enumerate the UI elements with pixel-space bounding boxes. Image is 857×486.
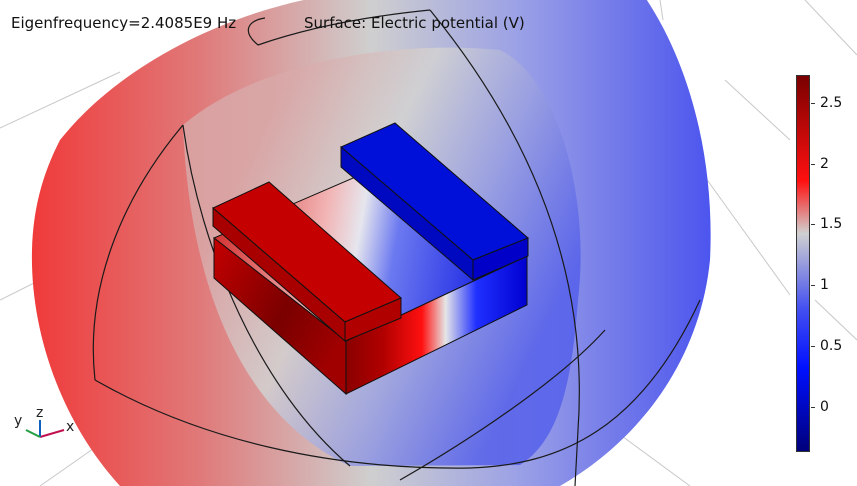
- colorbar-tickmark: [811, 224, 815, 225]
- colorbar-tick-label: 2: [820, 156, 829, 172]
- colorbar-tick-label: 0.5: [820, 338, 843, 354]
- color-legend-bar: [796, 75, 810, 452]
- colorbar-tick-label: 1: [820, 277, 829, 293]
- eigenfrequency-label: Eigenfrequency=2.4085E9 Hz: [11, 14, 237, 32]
- axis-label-x: x: [66, 419, 75, 435]
- colorbar-tickmark: [811, 103, 815, 104]
- colorbar-tick-label: 1.5: [820, 216, 843, 232]
- colorbar-tickmark: [811, 346, 815, 347]
- plot-title: Surface: Electric potential (V): [304, 14, 525, 32]
- axis-label-z: z: [36, 405, 44, 421]
- axis-label-y: y: [14, 413, 23, 429]
- colorbar-tickmark: [811, 164, 815, 165]
- colorbar-tickmark: [811, 407, 815, 408]
- colorbar-tick-label: 0: [820, 399, 829, 415]
- electrode-positive: [212, 181, 402, 343]
- colorbar-tickmark: [811, 285, 815, 286]
- sphere-edges: [92, 9, 701, 486]
- electrode-negative: [340, 122, 529, 282]
- axis-triad: [25, 420, 65, 438]
- colorbar-tick-label: 2.5: [820, 95, 843, 111]
